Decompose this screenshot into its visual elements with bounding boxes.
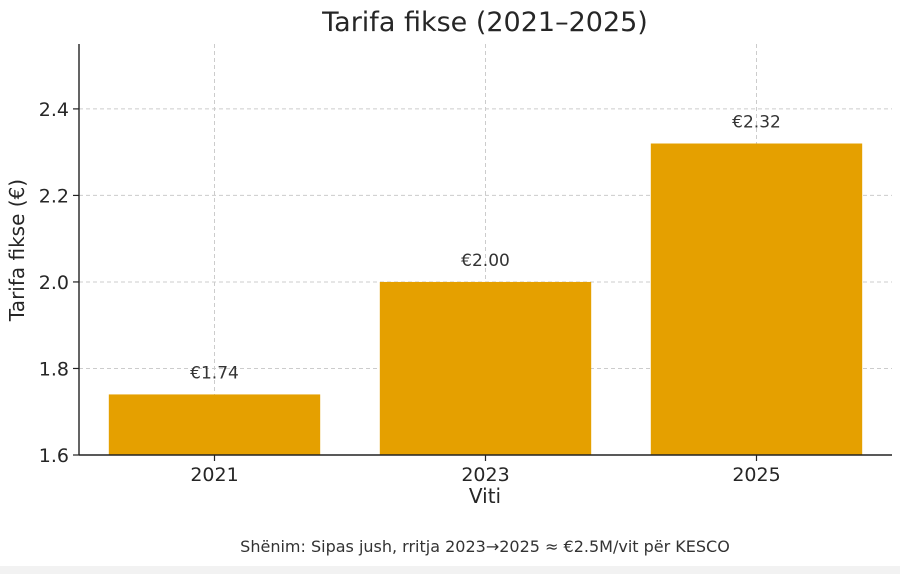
x-tick-label: 2023 [461,464,509,486]
bottom-strip [0,566,900,574]
bar-2021 [108,394,321,455]
bar-2025 [650,143,863,456]
y-tick-label: 1.6 [39,445,69,467]
data-label-2025: €2.32 [732,113,781,133]
y-tick-label: 2.4 [39,99,69,121]
data-label-2023: €2.00 [461,251,510,271]
x-tick-label: 2021 [190,464,238,486]
bars-layer [108,143,863,456]
labels-layer: €1.74 €2.00 €2.32 [190,113,781,384]
chart-title: Tarifa fikse (2021–2025) [321,7,648,38]
chart-note: Shënim: Sipas jush, rritja 2023→2025 ≈ €… [240,537,730,556]
ticks-layer: 1.6 1.8 2.0 2.2 2.4 2021 2023 2025 [39,99,781,486]
y-tick-label: 1.8 [39,358,69,380]
y-tick-label: 2.2 [39,185,69,207]
y-tick-label: 2.0 [39,272,69,294]
y-axis-label: Tarifa fikse (€) [5,179,29,322]
x-axis-label: Viti [469,484,501,508]
data-label-2021: €1.74 [190,363,239,383]
x-tick-label: 2025 [732,464,780,486]
bar-2023 [379,281,592,455]
